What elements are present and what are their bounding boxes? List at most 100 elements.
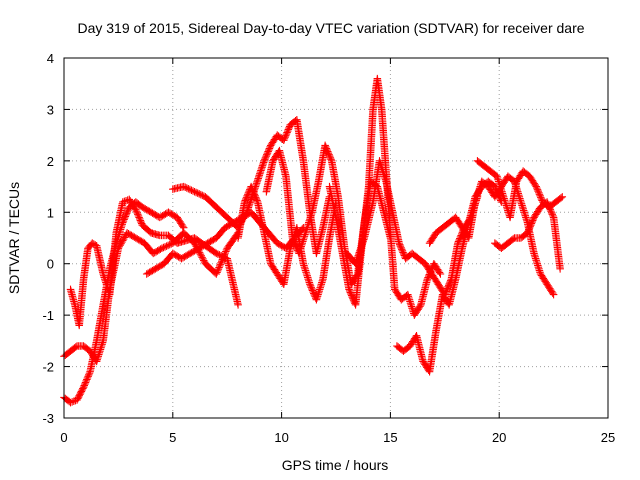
data-point <box>533 185 542 194</box>
data-point <box>526 222 534 231</box>
data-point <box>84 372 92 381</box>
data-point <box>443 284 452 293</box>
data-point <box>212 249 221 258</box>
data-point <box>443 286 451 294</box>
data-point <box>186 185 194 194</box>
data-point <box>548 289 557 297</box>
data-point <box>527 219 536 228</box>
data-point <box>158 244 166 253</box>
series-arc-10 <box>393 177 506 376</box>
data-point <box>122 209 131 218</box>
data-point <box>195 190 203 198</box>
data-point <box>243 192 251 200</box>
data-point <box>436 270 445 278</box>
data-point <box>308 286 317 295</box>
data-point <box>184 185 193 193</box>
data-point <box>534 187 542 195</box>
data-point <box>159 243 168 252</box>
data-point <box>241 196 250 205</box>
data-point <box>164 241 172 250</box>
data-point <box>327 155 335 164</box>
data-point <box>396 242 405 250</box>
data-point <box>546 205 555 214</box>
x-tick-label: 15 <box>383 430 397 445</box>
y-tick-label: 2 <box>47 154 54 169</box>
data-point <box>536 192 544 200</box>
data-point <box>527 221 535 229</box>
data-point <box>444 281 453 290</box>
data-point <box>322 144 331 153</box>
data-point <box>136 216 145 225</box>
data-point <box>345 285 353 294</box>
series-arc-5 <box>169 115 334 258</box>
data-point <box>244 190 252 199</box>
data-point <box>187 186 196 194</box>
data-point <box>398 247 407 255</box>
data-point <box>249 187 257 195</box>
data-point <box>535 190 544 199</box>
data-point <box>242 195 250 203</box>
data-point <box>124 206 132 214</box>
data-point <box>547 209 556 217</box>
data-point <box>253 196 261 205</box>
data-point <box>345 287 354 295</box>
data-point <box>81 378 90 387</box>
data-point <box>197 190 205 199</box>
data-point <box>545 204 554 212</box>
plot-area <box>60 74 567 407</box>
data-point <box>528 216 537 225</box>
data-point <box>549 212 557 220</box>
data-point <box>79 383 88 391</box>
data-point <box>325 152 334 160</box>
data-point <box>395 239 403 247</box>
data-point <box>423 275 432 283</box>
data-point <box>217 251 225 260</box>
data-point <box>288 234 297 242</box>
data-point <box>265 144 274 153</box>
data-point <box>137 218 145 226</box>
data-point <box>284 125 293 134</box>
data-point <box>435 268 444 277</box>
data-point <box>310 289 318 298</box>
data-point <box>250 190 259 199</box>
data-point <box>321 141 329 150</box>
data-point <box>548 210 557 219</box>
series-arc-6 <box>234 182 340 304</box>
data-point <box>251 192 259 200</box>
data-point <box>545 202 553 211</box>
data-point <box>248 185 257 194</box>
data-point <box>307 283 315 292</box>
data-point <box>280 134 289 143</box>
data-point <box>134 210 142 219</box>
data-point <box>179 182 188 191</box>
y-tick-label: 3 <box>47 102 54 117</box>
data-point <box>532 182 540 191</box>
data-point <box>181 183 189 192</box>
data-point <box>306 280 314 289</box>
data-point <box>292 243 301 252</box>
data-point <box>75 391 83 400</box>
data-point <box>83 374 92 382</box>
data-point <box>74 393 83 401</box>
data-point <box>535 188 543 197</box>
chart-title: Day 319 of 2015, Sidereal Day-to-day VTE… <box>77 20 584 36</box>
series-arc-13 <box>491 198 564 273</box>
data-point <box>135 215 144 223</box>
data-point <box>234 301 242 309</box>
data-point <box>558 193 567 201</box>
series-arc-8 <box>325 74 445 319</box>
data-point <box>265 146 273 154</box>
data-point <box>509 235 517 243</box>
data-point <box>248 184 256 192</box>
data-point <box>214 250 222 258</box>
data-point <box>289 235 297 244</box>
data-point <box>399 250 408 258</box>
x-tick-label: 25 <box>601 430 615 445</box>
data-point <box>81 380 89 388</box>
data-point <box>283 127 292 135</box>
data-point <box>524 227 532 236</box>
data-point <box>220 253 228 261</box>
data-point <box>192 188 200 197</box>
axis-ticks <box>63 57 609 419</box>
